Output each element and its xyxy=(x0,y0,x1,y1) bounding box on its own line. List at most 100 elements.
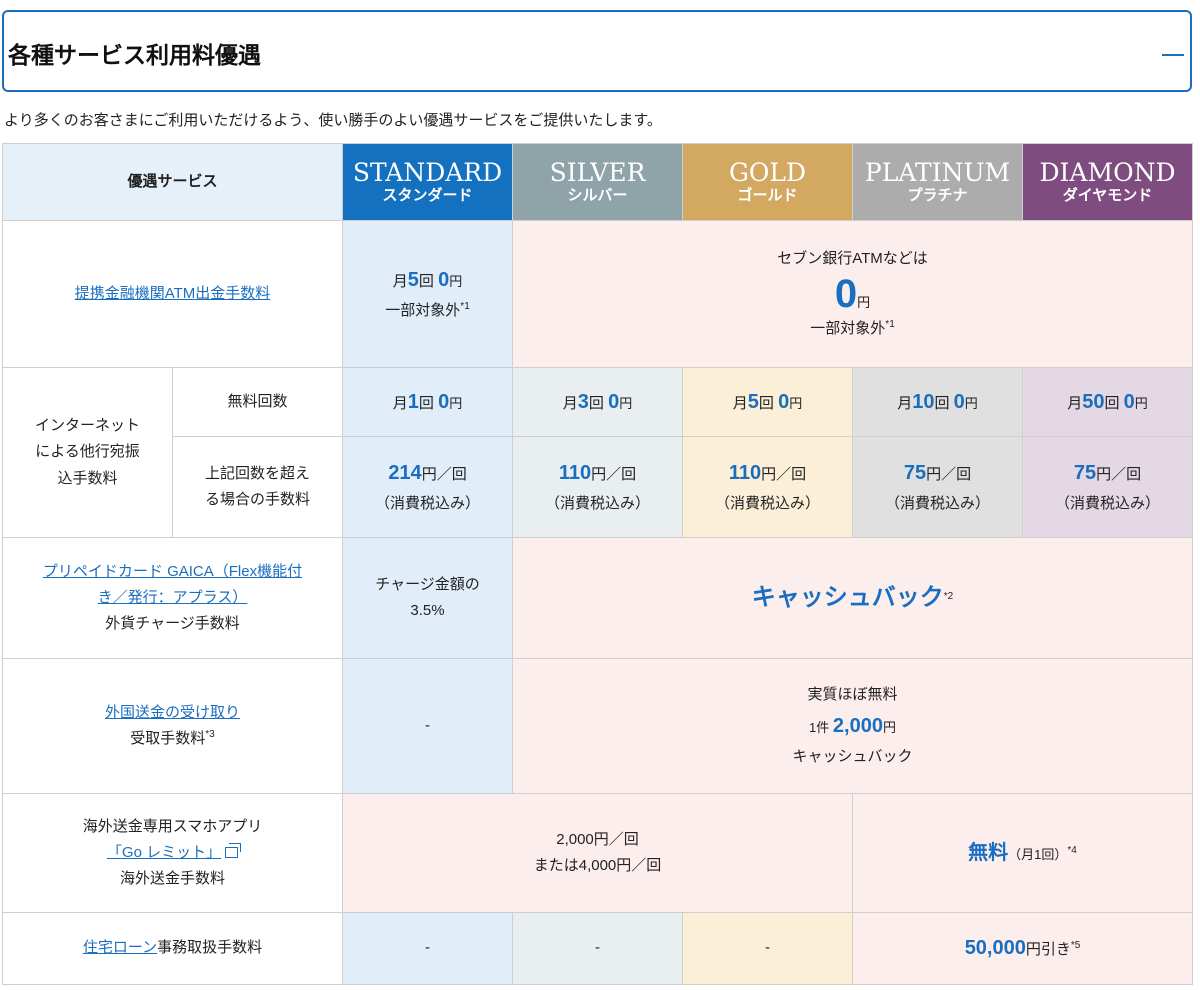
minus-icon[interactable] xyxy=(1162,54,1184,56)
fee-amount: 75 xyxy=(903,462,927,485)
housing-upper-tiers: 50,000円引き*5 xyxy=(852,912,1194,985)
tier-en: DIAMOND xyxy=(1039,158,1176,187)
free-standard: 月1回 0円 xyxy=(342,367,514,437)
remit-recv-fee-label: 受取手数料 xyxy=(130,730,206,747)
gaica-row: プリペイドカード GAICA（Flex機能付 き／発行：アプラス） 外貨チャージ… xyxy=(1,537,1194,659)
housing-link[interactable]: 住宅ローン xyxy=(82,939,158,957)
gaica-std-rate: 3.5% xyxy=(410,602,445,619)
footnote-ref: *5 xyxy=(1070,940,1081,951)
over-diamond: 75円／回 （消費税込み） xyxy=(1022,436,1194,538)
month-prefix: 月 xyxy=(897,394,913,412)
fee-amount: 0 xyxy=(1123,390,1135,413)
over-label-line: る場合の手数料 xyxy=(205,491,311,508)
golimit-link[interactable]: 「Go レミット」 xyxy=(106,843,222,861)
month-prefix: 月 xyxy=(1067,394,1083,412)
free-platinum: 月10回 0円 xyxy=(852,367,1024,437)
fee-amount: 0 xyxy=(953,390,965,413)
atm-link[interactable]: 提携金融機関ATM出金手数料 xyxy=(74,284,271,302)
header-label: 優遇サービス xyxy=(1,143,344,221)
fee-amount: 75 xyxy=(1073,462,1097,485)
transfer-over-row: 上記回数を超え る場合の手数料 214円／回 （消費税込み） 110円／回 （消費税… xyxy=(3,436,1194,538)
atm-row: 提携金融機関ATM出金手数料 月5回 0円 一部対象外*1 セブン銀行ATMなど… xyxy=(1,220,1194,368)
golimit-row: 海外送金専用スマホアプリ 「Go レミット」 海外送金手数料 2,000円／回 … xyxy=(1,793,1194,913)
housing-fee-label: 事務取扱手数料 xyxy=(157,939,263,957)
tax-note: （消費税込み） xyxy=(1055,495,1161,513)
over-gold: 110円／回 （消費税込み） xyxy=(682,436,854,538)
transfer-label-line: 込手数料 xyxy=(57,469,118,487)
transfer-label-cell: インターネット による他行宛振 込手数料 xyxy=(2,367,173,538)
tier-jp: プラチナ xyxy=(907,187,968,205)
fee-amount: 110 xyxy=(728,462,762,485)
remit-recv-line1: 実質ほぼ無料 xyxy=(807,686,898,704)
remit-recv-line3: キャッシュバック xyxy=(792,747,913,765)
month-prefix: 月 xyxy=(392,273,408,291)
housing-standard: - xyxy=(342,912,514,985)
yen-unit: 円 xyxy=(857,294,871,310)
yen-unit: 円 xyxy=(789,395,803,411)
yen-unit: 円 xyxy=(619,395,633,411)
footnote-ref: *2 xyxy=(943,591,954,602)
tier-jp: ダイヤモンド xyxy=(1062,187,1153,205)
tier-silver: SILVER シルバー xyxy=(512,143,684,221)
fee-amount: 0 xyxy=(438,269,450,292)
fee-amount: 0 xyxy=(608,390,620,413)
free-count: 10 xyxy=(912,390,935,413)
month-prefix: 月 xyxy=(562,394,578,412)
tier-standard: STANDARD スタンダード xyxy=(342,143,514,221)
fee-unit: 円／回 xyxy=(926,466,972,484)
month-prefix: 月 xyxy=(732,394,748,412)
over-fee-label: 上記回数を超え る場合の手数料 xyxy=(171,436,344,538)
gaica-link[interactable]: プリペイドカード GAICA（Flex機能付 xyxy=(42,562,303,580)
external-link-icon[interactable] xyxy=(225,842,242,858)
tier-en: SILVER xyxy=(549,158,646,187)
cashback-amount: 2,000 xyxy=(832,714,883,737)
fee-amount: 110 xyxy=(558,462,592,485)
header-row: 優遇サービス STANDARD スタンダード SILVER シルバー GOLD … xyxy=(1,143,1194,221)
accordion-header[interactable]: 各種サービス利用料優遇 xyxy=(2,10,1192,92)
over-silver: 110円／回 （消費税込み） xyxy=(512,436,684,538)
transfer-label-line: インターネット xyxy=(34,417,140,435)
yen-unit: 円 xyxy=(449,274,463,290)
golimit-lower-tiers: 2,000円／回 または4,000円／回 xyxy=(342,793,854,913)
cashback-label: キャッシュバック xyxy=(751,584,944,611)
housing-silver: - xyxy=(512,912,684,985)
yen-unit: 円 xyxy=(882,719,896,735)
footnote-ref: *1 xyxy=(885,319,895,331)
remit-recv-link[interactable]: 外国送金の受け取り xyxy=(105,703,241,721)
tier-en: STANDARD xyxy=(352,158,503,187)
tax-note: （消費税込み） xyxy=(375,495,481,513)
free-count: 3 xyxy=(577,390,589,413)
per-item-prefix: 1件 xyxy=(809,719,833,735)
transfer-label-line: による他行宛振 xyxy=(35,443,140,461)
free-label: 無料 xyxy=(968,841,1009,864)
transfer-free-row: インターネット による他行宛振 込手数料 無料回数 月1回 0円 月3回 0円 … xyxy=(2,367,1194,538)
gaica-fee-label: 外貨チャージ手数料 xyxy=(105,615,240,633)
count-unit: 回 xyxy=(588,394,609,412)
golimit-label-cell: 海外送金専用スマホアプリ 「Go レミット」 海外送金手数料 xyxy=(1,793,344,913)
atm-standard: 月5回 0円 一部対象外*1 xyxy=(342,220,514,368)
golimit-upper-tiers: 無料（月1回）*4 xyxy=(852,793,1194,913)
gaica-link-cont[interactable]: き／発行：アプラス） xyxy=(97,588,248,606)
free-silver: 月3回 0円 xyxy=(512,367,684,437)
gaica-std-line1: チャージ金額の xyxy=(375,575,480,593)
free-count: 5 xyxy=(407,269,419,292)
over-label-line: 上記回数を超え xyxy=(205,464,311,482)
gaica-label-cell: プリペイドカード GAICA（Flex機能付 き／発行：アプラス） 外貨チャージ… xyxy=(1,537,344,659)
fee-amount: 0 xyxy=(778,390,790,413)
golimit-fee-2: または4,000円／回 xyxy=(533,857,662,874)
yen-unit: 円 xyxy=(964,395,978,411)
fee-unit: 円／回 xyxy=(761,466,807,484)
golimit-fee-1: 2,000円／回 xyxy=(556,830,639,848)
footnote-ref: *3 xyxy=(205,729,215,740)
count-unit: 回 xyxy=(418,273,439,291)
count-unit: 回 xyxy=(934,394,954,412)
golimit-line1: 海外送金専用スマホアプリ xyxy=(82,817,263,835)
fee-amount: 0 xyxy=(438,390,450,413)
gaica-others: キャッシュバック*2 xyxy=(512,537,1194,659)
gaica-standard: チャージ金額の 3.5% xyxy=(342,537,514,659)
free-gold: 月5回 0円 xyxy=(682,367,854,437)
over-standard: 214円／回 （消費税込み） xyxy=(342,436,514,538)
tier-gold: GOLD ゴールド xyxy=(682,143,854,221)
intro-text: より多くのお客さまにご利用いただけるよう、使い勝手のよい優遇サービスをご提供いた… xyxy=(4,112,662,129)
count-unit: 回 xyxy=(1104,394,1124,412)
